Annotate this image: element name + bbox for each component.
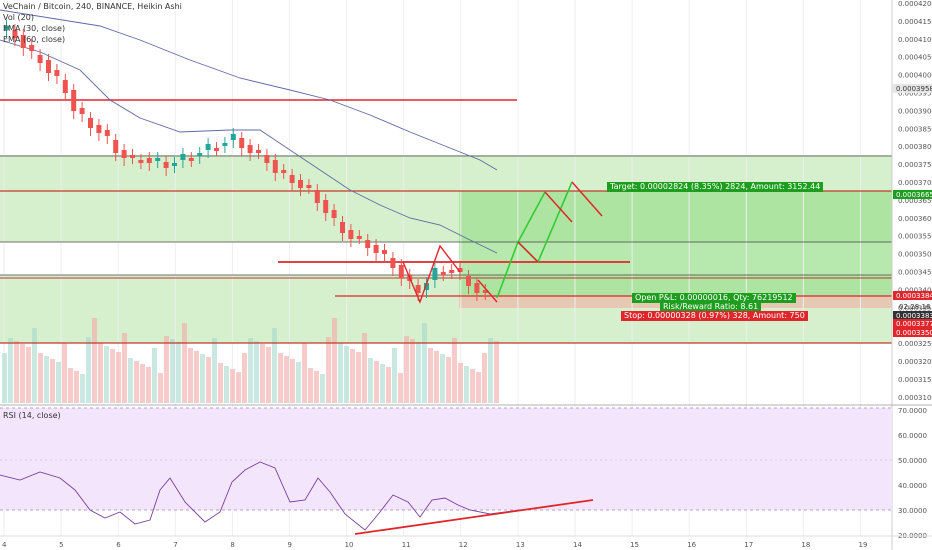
price-marker: 0.00033503 [896,329,932,337]
price-marker: 0.00033831 [896,312,932,320]
rsi-tick: 40.0000 [898,482,927,490]
rsi-trendline[interactable] [354,499,594,535]
price-tick: 0.00040500 [898,54,932,62]
price-marker-bg [893,311,932,320]
price-axis[interactable]: 0.00042000 0.00041500 0.00041000 0.00040500… [898,0,932,402]
time-tick: 10 [345,541,354,549]
price-tick: 0.00034000 [898,286,932,294]
drawn-pattern[interactable] [402,181,603,304]
time-tick: 16 [687,541,696,549]
bar-countdown: 02:28:16 [899,303,931,311]
time-tick: 17 [744,541,753,549]
price-tick: 0.00032500 [898,340,932,348]
position-open-pnl-label: Open P&L: 0.00000016, Qty: 76219512 [632,293,796,303]
price-tick: 0.00041000 [898,36,932,44]
price-marker-bg [893,190,932,199]
position-risk-reward-label: Risk/Reward Ratio: 8.61 [660,302,762,312]
price-tick: 0.00031500 [898,376,932,384]
rsi-pane [0,408,892,510]
time-tick: 9 [288,541,292,549]
time-tick: 13 [516,541,525,549]
rsi-tick: 70.0000 [898,407,927,415]
price-marker-bg [893,84,932,93]
rsi-line [0,461,521,531]
position-target-box[interactable] [459,191,892,296]
price-tick: 0.00038000 [898,143,932,151]
ema-60-legend[interactable]: EMA (60, close) [3,35,66,44]
price-tick: 0.00035000 [898,251,932,259]
ema-30-line [0,39,498,254]
time-tick: 18 [801,541,810,549]
price-tick: 0.00037500 [898,161,932,169]
price-marker-bg [893,291,932,300]
price-tick: 0.00037000 [898,179,932,187]
time-tick: 7 [173,541,177,549]
price-tick: 0.00035500 [898,233,932,241]
price-marker-bg [893,328,932,337]
time-tick: 15 [630,541,639,549]
position-stop-label: Stop: 0.00000328 (0.97%) 328, Amount: 75… [621,311,808,321]
time-tick: 6 [116,541,121,549]
price-marker: 0.00033777 [896,320,932,328]
price-tick: 0.00042000 [898,0,932,8]
price-tick: 0.00034500 [898,269,932,277]
price-marker: 0.00036655 [896,191,932,199]
price-tick: 0.00032000 [898,358,932,366]
time-tick: 5 [59,541,63,549]
price-tick: 0.00031000 [898,394,932,402]
price-tick: 0.00036000 [898,215,932,223]
price-tick: 0.00039000 [898,107,932,115]
horizontal-levels[interactable] [0,99,892,344]
time-tick: 19 [859,541,868,549]
time-axis[interactable]: 4 5 6 7 8 9 10 11 12 13 14 15 16 17 18 19 [2,541,867,549]
ema-60-line [0,9,498,171]
rsi-tick: 60.0000 [898,432,927,440]
price-axis-markers: 0.00039588 0.00036655 0.00033842 0.00033831… [893,84,932,337]
price-tick: 0.00039500 [898,90,932,98]
time-tick: 12 [459,541,468,549]
volume-bars [2,318,499,403]
time-tick: 8 [230,541,234,549]
price-tick: 0.00041500 [898,18,932,26]
time-tick: 14 [573,541,582,549]
time-tick: 11 [402,541,411,549]
rsi-legend[interactable]: RSI (14, close) [3,411,61,420]
price-tick: 0.00040000 [898,72,932,80]
symbol-legend[interactable]: VeChain / Bitcoin, 240, BINANCE, Heikin … [3,2,182,11]
position-target-label: Target: 0.00002824 (8.35%) 2824, Amount:… [607,182,824,192]
price-marker: 0.00033842 [896,292,932,300]
price-tick: 0.00036500 [898,197,932,205]
price-tick: 0.00033500 [898,304,932,312]
rsi-tick: 30.0000 [898,507,927,515]
time-tick: 4 [2,541,7,549]
price-tick: 0.00038500 [898,125,932,133]
price-marker: 0.00039588 [896,85,932,93]
rsi-tick: 50.0000 [898,457,927,465]
ema-30-legend[interactable]: EMA (30, close) [3,24,66,33]
volume-legend[interactable]: Vol (20) [3,13,34,22]
price-marker-bg [893,319,932,328]
